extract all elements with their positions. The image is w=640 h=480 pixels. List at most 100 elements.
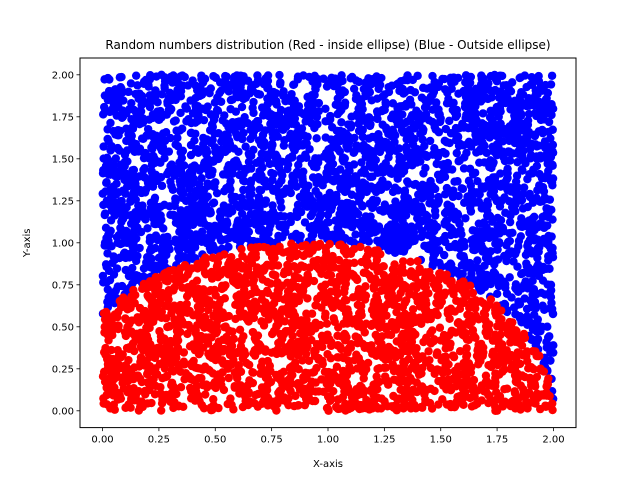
outside-point (181, 240, 191, 249)
outside-point (364, 224, 373, 233)
outside-point (325, 161, 334, 170)
outside-point (186, 150, 196, 160)
outside-point (549, 348, 558, 357)
outside-point (326, 196, 335, 205)
outside-point (190, 161, 199, 170)
inside-point (443, 309, 453, 318)
outside-point (265, 181, 274, 191)
inside-point (287, 239, 296, 248)
inside-point (207, 274, 217, 283)
outside-point (344, 174, 353, 184)
inside-point (261, 389, 270, 398)
outside-point (321, 148, 331, 158)
inside-point (127, 294, 136, 303)
outside-point (220, 111, 229, 120)
outside-point (450, 107, 459, 117)
inside-point (339, 369, 348, 379)
outside-point (528, 198, 538, 207)
outside-point (321, 104, 330, 113)
outside-point (241, 201, 250, 211)
outside-point (511, 177, 521, 186)
outside-point (464, 124, 473, 133)
outside-point (329, 81, 339, 91)
outside-point (247, 164, 256, 173)
inside-point (225, 326, 234, 336)
outside-point (166, 72, 176, 81)
outside-point (536, 154, 545, 163)
inside-point (335, 264, 345, 273)
inside-point (167, 388, 177, 397)
outside-point (98, 169, 108, 178)
inside-point (332, 362, 342, 371)
outside-point (188, 199, 198, 208)
inside-point (486, 396, 496, 406)
outside-point (491, 178, 500, 187)
outside-point (226, 104, 235, 114)
outside-point (139, 272, 148, 281)
outside-point (423, 212, 432, 221)
inside-point (340, 336, 350, 345)
inside-point (441, 362, 450, 371)
outside-point (186, 231, 196, 240)
outside-point (160, 200, 169, 210)
inside-point (426, 328, 435, 338)
inside-point (235, 290, 244, 299)
outside-point (469, 234, 478, 244)
outside-point (111, 200, 121, 209)
inside-point (356, 242, 365, 252)
outside-point (545, 241, 554, 251)
inside-point (201, 253, 210, 262)
outside-point (348, 204, 358, 214)
outside-point (486, 247, 495, 256)
outside-point (330, 230, 339, 240)
outside-point (365, 88, 375, 97)
outside-point (122, 176, 131, 186)
outside-point (466, 203, 475, 213)
inside-point (307, 377, 317, 386)
outside-point (535, 181, 544, 190)
outside-point (526, 223, 535, 232)
outside-point (443, 200, 452, 209)
outside-point (240, 231, 250, 241)
outside-point (268, 201, 277, 210)
inside-point (496, 349, 506, 358)
outside-point (360, 181, 370, 190)
outside-point (228, 95, 237, 104)
inside-point (482, 304, 491, 313)
outside-point (409, 231, 419, 240)
outside-point (365, 119, 375, 129)
inside-point (411, 330, 420, 339)
inside-point (365, 344, 374, 354)
outside-point (137, 134, 147, 143)
inside-point (463, 380, 472, 389)
outside-point (548, 181, 557, 190)
inside-point (255, 269, 264, 278)
outside-point (171, 140, 180, 149)
outside-point (543, 333, 553, 342)
inside-point (273, 399, 282, 409)
outside-point (107, 206, 117, 215)
outside-point (229, 144, 239, 153)
outside-point (480, 278, 489, 288)
outside-point (425, 136, 435, 146)
outside-point (203, 192, 212, 201)
outside-point (336, 91, 345, 100)
inside-point (369, 300, 378, 309)
inside-point (212, 307, 221, 316)
outside-point (197, 90, 207, 100)
inside-point (530, 379, 539, 388)
inside-point (136, 402, 145, 412)
outside-point (228, 118, 237, 127)
inside-point (332, 403, 342, 412)
outside-point (267, 149, 276, 159)
outside-point (128, 166, 137, 175)
outside-point (524, 109, 534, 119)
outside-point (109, 99, 118, 109)
inside-point (326, 354, 336, 363)
outside-point (198, 211, 207, 220)
inside-point (139, 309, 149, 318)
inside-point (442, 276, 451, 285)
inside-point (502, 384, 512, 393)
inside-point (269, 326, 279, 336)
outside-point (417, 93, 427, 102)
